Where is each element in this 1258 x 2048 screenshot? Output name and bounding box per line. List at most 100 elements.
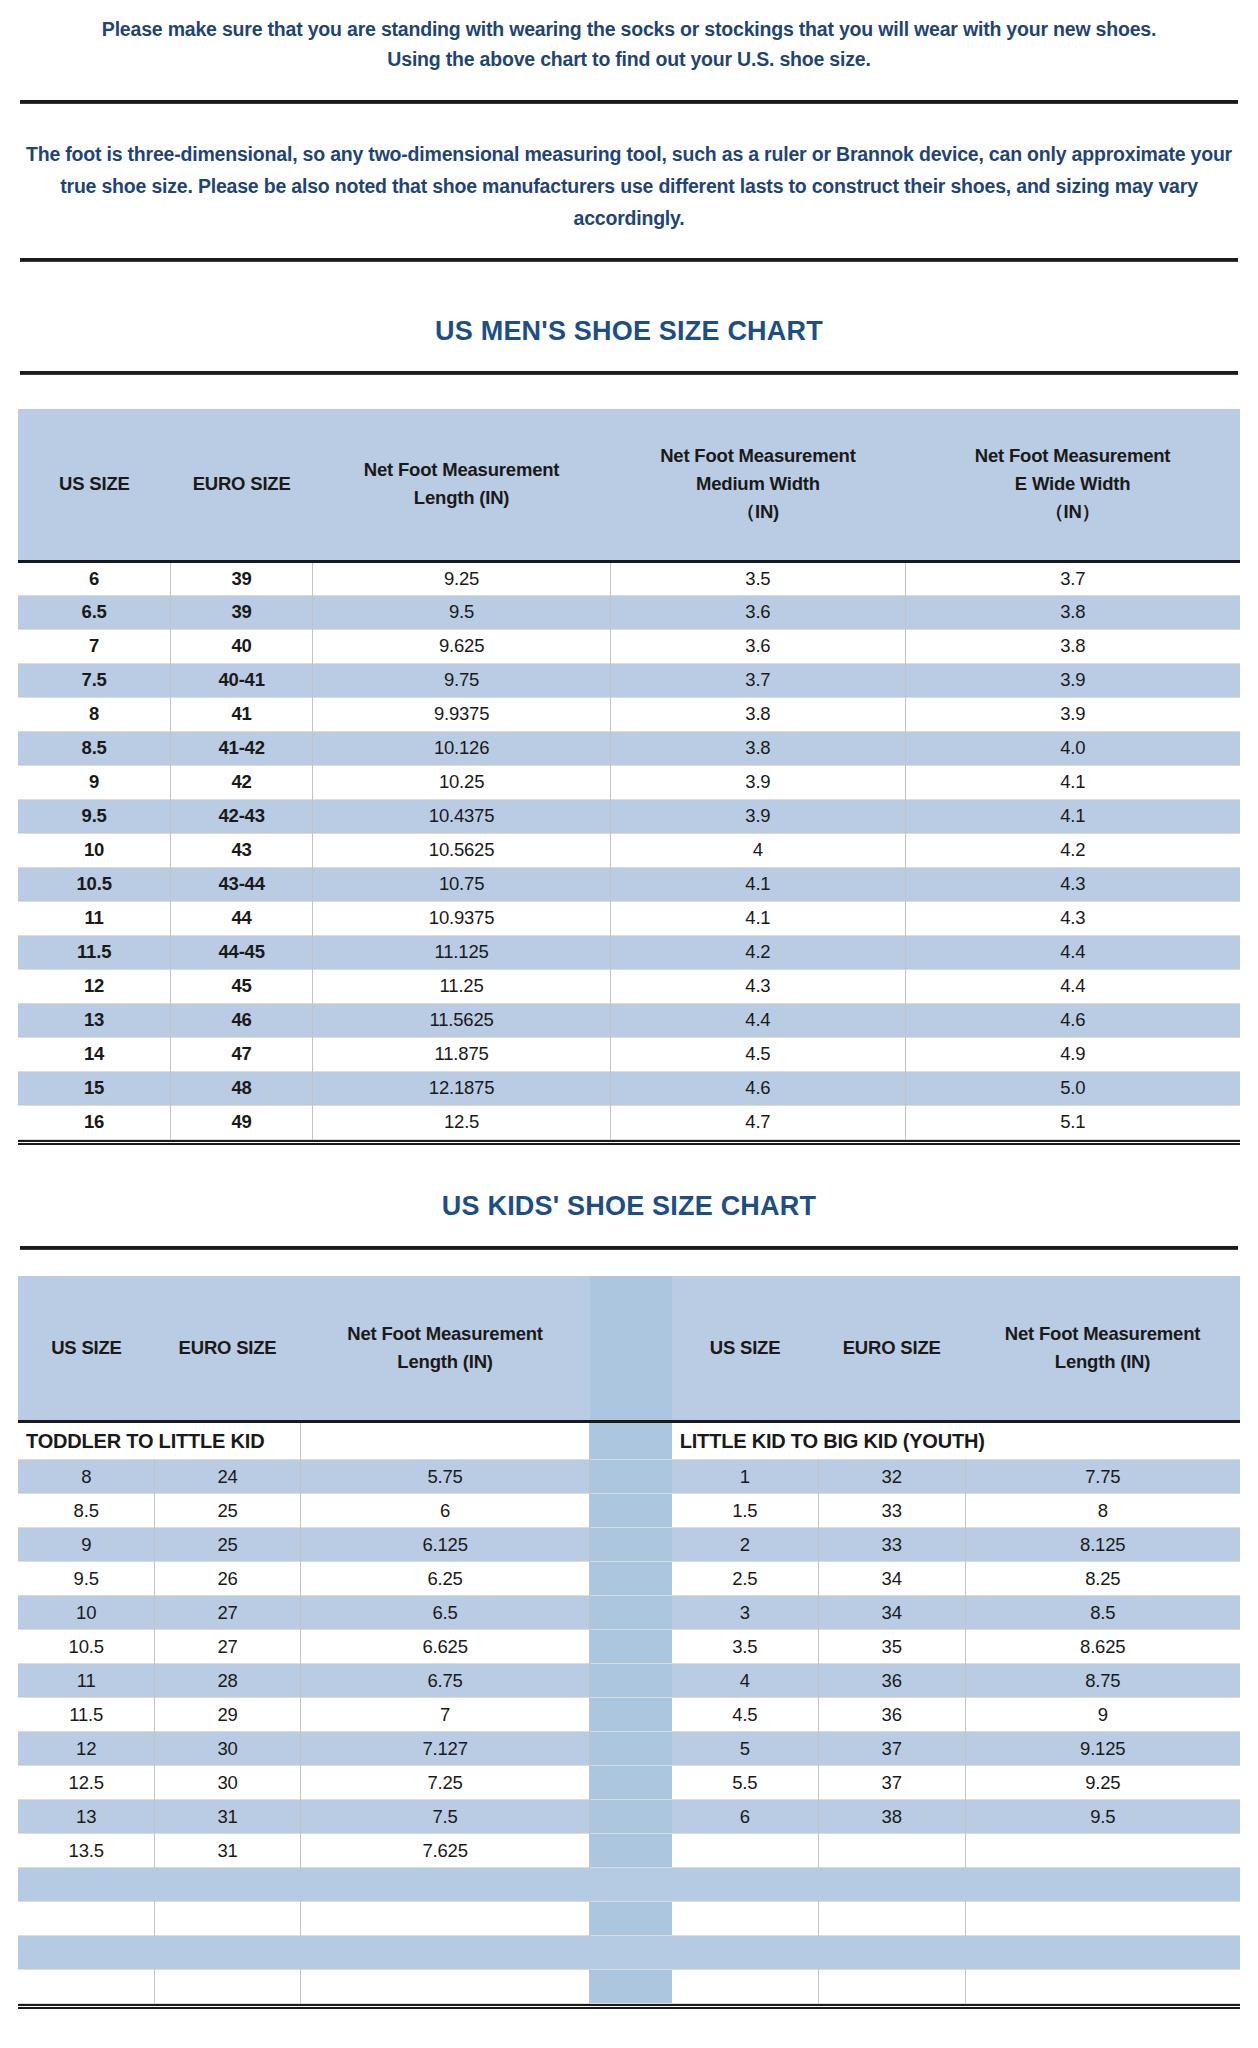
column-header-line: （IN): [613, 498, 904, 526]
us-size-cell: 11.5: [18, 935, 171, 969]
length-cell: 12.5: [313, 1105, 611, 1139]
right-us-size-cell: 5: [672, 1732, 819, 1766]
gap-cell: [590, 1698, 672, 1732]
column-header-line: （IN）: [907, 498, 1238, 526]
left-euro-size-cell: 24: [155, 1460, 300, 1494]
header-row: US SIZEEURO SIZENet Foot MeasurementLeng…: [18, 1276, 1240, 1422]
left-length-cell: [300, 1970, 590, 2004]
right-us-size-cell: [672, 1902, 819, 1936]
gap-cell: [590, 1596, 672, 1630]
left-euro-size-cell: [155, 1902, 300, 1936]
e-wide-width-cell: 5.1: [905, 1105, 1240, 1139]
length-cell: 9.25: [313, 561, 611, 595]
length-cell: 10.126: [313, 731, 611, 765]
us-size-cell: 7.5: [18, 663, 171, 697]
gap-cell: [590, 1834, 672, 1868]
us-size-cell: 6.5: [18, 595, 171, 629]
kids-size-table-wrap: US SIZEEURO SIZENet Foot MeasurementLeng…: [18, 1276, 1240, 2010]
us-size-cell: 16: [18, 1105, 171, 1139]
right-euro-size-cell: 33: [818, 1494, 965, 1528]
medium-width-cell: 3.5: [611, 561, 906, 595]
e-wide-width-cell: 4.0: [905, 731, 1240, 765]
section-label-toddler: TODDLER TO LITTLE KID: [18, 1422, 300, 1460]
empty-band-cell: [18, 1936, 1240, 1970]
col-length: Net Foot MeasurementLength (IN): [313, 409, 611, 561]
length-cell: 9.5: [313, 595, 611, 629]
mens-size-table-wrap: US SIZEEURO SIZENet Foot MeasurementLeng…: [18, 409, 1240, 1145]
left-us-size-cell: 12: [18, 1732, 155, 1766]
length-cell: 10.9375: [313, 901, 611, 935]
right-length-cell: 8.125: [965, 1528, 1240, 1562]
gap-cell: [590, 1630, 672, 1664]
table-row: 11286.754368.75: [18, 1664, 1240, 1698]
medium-width-cell: 3.6: [611, 595, 906, 629]
right-us-size-cell: 6: [672, 1800, 819, 1834]
table-row: 6.5399.53.63.8: [18, 595, 1240, 629]
kids-table-body: TODDLER TO LITTLE KIDLITTLE KID TO BIG K…: [18, 1422, 1240, 2004]
right-length-cell: 8.625: [965, 1630, 1240, 1664]
gap-cell: [590, 1970, 672, 2004]
left-us-size-cell: [18, 1970, 155, 2004]
left-length-cell: 7.5: [300, 1800, 590, 1834]
left-us-size-cell: 8.5: [18, 1494, 155, 1528]
left-length-cell: 6.25: [300, 1562, 590, 1596]
table-row: [18, 1902, 1240, 1936]
column-header-line: Net Foot Measurement: [302, 1320, 588, 1348]
right-us-size-cell: 4.5: [672, 1698, 819, 1732]
medium-width-cell: 3.9: [611, 765, 906, 799]
e-wide-width-cell: 3.9: [905, 663, 1240, 697]
us-size-cell: 7: [18, 629, 171, 663]
right-us-size-cell: 5.5: [672, 1766, 819, 1800]
table-row: 94210.253.94.1: [18, 765, 1240, 799]
euro-size-cell: 39: [171, 561, 313, 595]
gap-cell: [590, 1732, 672, 1766]
mens-table-body: 6399.253.53.76.5399.53.63.87409.6253.63.…: [18, 561, 1240, 1139]
medium-width-cell: 3.6: [611, 629, 906, 663]
left-euro-size-cell: [155, 1970, 300, 2004]
left-euro-size-cell: 30: [155, 1766, 300, 1800]
right-euro-size-cell: [818, 1834, 965, 1868]
col-e-wide-width: Net Foot MeasurementE Wide Width（IN）: [905, 409, 1240, 561]
table-row: 12.5307.255.5379.25: [18, 1766, 1240, 1800]
us-size-cell: 14: [18, 1037, 171, 1071]
length-cell: 11.125: [313, 935, 611, 969]
us-size-cell: 6: [18, 561, 171, 595]
e-wide-width-cell: 4.4: [905, 935, 1240, 969]
right-length-cell: 8.5: [965, 1596, 1240, 1630]
right-us-size-cell: 3.5: [672, 1630, 819, 1664]
e-wide-width-cell: 3.7: [905, 561, 1240, 595]
right-euro-size-cell: 37: [818, 1732, 965, 1766]
table-row: 13317.56389.5: [18, 1800, 1240, 1834]
medium-width-cell: 4.2: [611, 935, 906, 969]
right-length-cell: 9.5: [965, 1800, 1240, 1834]
us-size-cell: 10.5: [18, 867, 171, 901]
table-row: 9256.1252338.125: [18, 1528, 1240, 1562]
table-row: 9.542-4310.43753.94.1: [18, 799, 1240, 833]
right-us-size-cell: [672, 1970, 819, 2004]
e-wide-width-cell: 5.0: [905, 1071, 1240, 1105]
left-euro-size-cell: 25: [155, 1528, 300, 1562]
table-row: 10276.53348.5: [18, 1596, 1240, 1630]
right-euro-size-cell: 34: [818, 1596, 965, 1630]
right-us-size-cell: 2.5: [672, 1562, 819, 1596]
gap-column: [590, 1276, 672, 1422]
left-us-size-cell: 11.5: [18, 1698, 155, 1732]
column-header-line: E Wide Width: [907, 470, 1238, 498]
e-wide-width-cell: 4.9: [905, 1037, 1240, 1071]
left-length-cell: 7.25: [300, 1766, 590, 1800]
divider-rule-2: [20, 258, 1238, 262]
table-row: 9.5266.252.5348.25: [18, 1562, 1240, 1596]
right-euro-size-cell: 35: [818, 1630, 965, 1664]
medium-width-cell: 4.7: [611, 1105, 906, 1139]
section-row: TODDLER TO LITTLE KIDLITTLE KID TO BIG K…: [18, 1422, 1240, 1460]
left-euro-size-cell: 27: [155, 1596, 300, 1630]
length-cell: 11.25: [313, 969, 611, 1003]
column-header-line: Medium Width: [613, 470, 904, 498]
left-euro-size-cell: 29: [155, 1698, 300, 1732]
intro-line-1: Please make sure that you are standing w…: [17, 14, 1241, 44]
column-header-line: US SIZE: [674, 1334, 817, 1362]
right-us-size-cell: 1: [672, 1460, 819, 1494]
left-length-cell: 5.75: [300, 1460, 590, 1494]
right-euro-size-cell: 38: [818, 1800, 965, 1834]
column-header-line: Net Foot Measurement: [613, 442, 904, 470]
